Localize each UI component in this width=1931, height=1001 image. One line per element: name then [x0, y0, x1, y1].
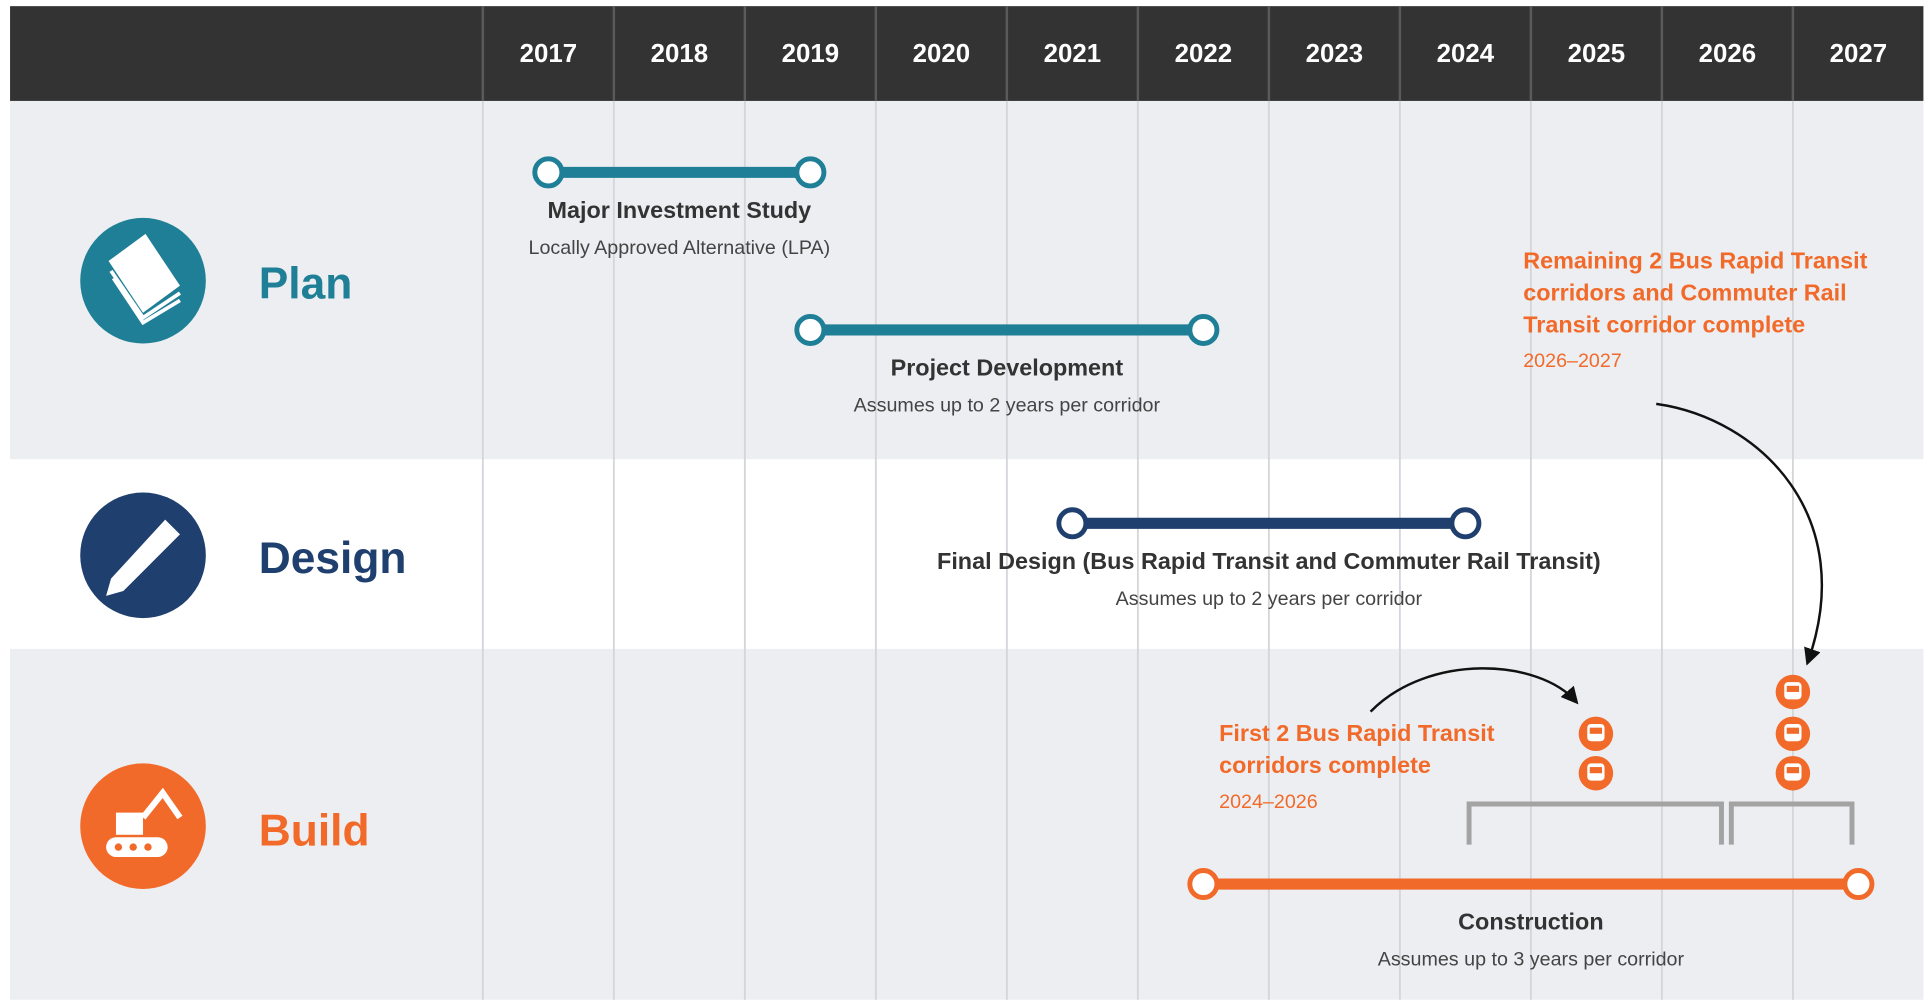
vehicle-window — [1786, 727, 1800, 734]
phase-label: Build — [259, 806, 370, 855]
header-bar — [10, 6, 1924, 101]
arrow — [1656, 402, 1824, 666]
task-start — [794, 313, 827, 346]
milestone-title: Transit corridor complete — [1523, 311, 1805, 337]
year-label: 2021 — [1044, 40, 1102, 68]
task-end — [794, 156, 827, 189]
phase-label: Plan — [259, 260, 353, 309]
task-start — [1056, 507, 1089, 540]
year-label: 2018 — [651, 40, 709, 68]
task-title: Construction — [1458, 909, 1603, 935]
year-label: 2027 — [1830, 40, 1888, 68]
vehicle-window — [1589, 727, 1603, 734]
task-subtitle: Assumes up to 2 years per corridor — [854, 395, 1161, 417]
task-end — [1449, 507, 1482, 540]
year-label: 2019 — [782, 40, 840, 68]
vehicle-icons — [1578, 674, 1811, 791]
year-label: 2024 — [1437, 40, 1495, 68]
build-band — [10, 648, 1924, 1000]
phase-label: Design — [259, 534, 407, 583]
year-label: 2026 — [1699, 40, 1757, 68]
vehicle-window — [1786, 685, 1800, 692]
task-end — [1842, 868, 1875, 901]
milestone-title: corridors complete — [1219, 752, 1431, 778]
task-end — [1187, 313, 1220, 346]
milestone-title: First 2 Bus Rapid Transit — [1219, 720, 1495, 746]
arrow — [1369, 667, 1579, 713]
year-label: 2023 — [1306, 40, 1364, 68]
year-label: 2017 — [520, 40, 578, 68]
plan-band — [10, 100, 1924, 460]
bracket — [1466, 801, 1855, 845]
task-title: Major Investment Study — [548, 197, 812, 223]
year-label: 2020 — [913, 40, 971, 68]
year-label: 2022 — [1175, 40, 1233, 68]
task-start — [532, 156, 565, 189]
plan-icon — [80, 217, 206, 344]
task-title: Final Design (Bus Rapid Transit and Comm… — [937, 548, 1601, 574]
milestone-dates: 2026–2027 — [1523, 350, 1622, 372]
task-subtitle: Assumes up to 2 years per corridor — [1116, 588, 1423, 610]
milestone-title: corridors and Commuter Rail — [1523, 279, 1846, 305]
design-icon — [80, 492, 206, 619]
vehicle-window — [1589, 767, 1603, 774]
milestone-dates: 2024–2026 — [1219, 791, 1318, 813]
task-title: Project Development — [891, 355, 1124, 381]
design-band — [10, 459, 1924, 649]
task-subtitle: Locally Approved Alternative (LPA) — [529, 237, 831, 259]
year-label: 2025 — [1568, 40, 1626, 68]
vehicle-window — [1786, 767, 1800, 774]
milestone-title: Remaining 2 Bus Rapid Transit — [1523, 247, 1867, 273]
task-start — [1187, 868, 1220, 901]
build-icon — [80, 763, 206, 889]
task-subtitle: Assumes up to 3 years per corridor — [1378, 949, 1685, 971]
